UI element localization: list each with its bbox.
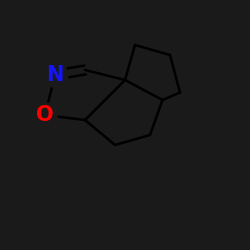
Text: N: N <box>46 65 64 85</box>
Text: O: O <box>36 105 54 125</box>
